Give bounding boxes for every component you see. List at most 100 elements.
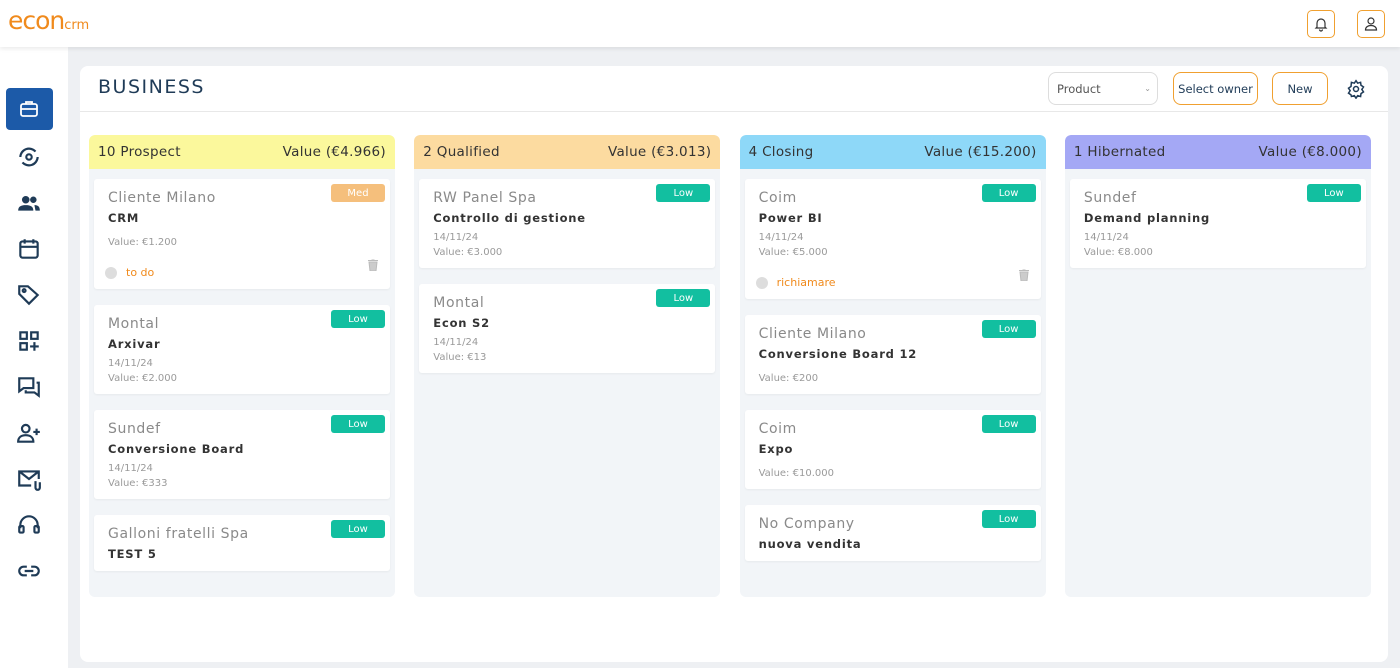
- deal-name: Demand planning: [1083, 211, 1211, 225]
- deal-name: nuova vendita: [758, 537, 862, 551]
- user-menu[interactable]: [1357, 10, 1385, 38]
- priority-badge: Low: [981, 184, 1036, 202]
- business-panel: BUSINESS Product ⌄ Select owner New 10 Pr…: [80, 66, 1388, 662]
- task-status[interactable]: [105, 266, 117, 279]
- column-value: Value (€3.013): [607, 144, 712, 160]
- deal-value: Value: €10.000: [758, 468, 834, 479]
- deal-card[interactable]: Cliente Milano Conversione Board 12 Value:…: [744, 315, 1041, 394]
- column-header: 1 Hibernated Value (€8.000): [1064, 135, 1371, 169]
- column-label: 2 Qualified: [423, 144, 500, 160]
- logo-main: econ: [8, 6, 65, 35]
- pipeline-column: 10 Prospect Value (€4.966) Cliente Milano C…: [89, 135, 395, 597]
- deal-name: Power BI: [758, 211, 823, 225]
- notifications[interactable]: [1307, 10, 1335, 38]
- column-header: 10 Prospect Value (€4.966): [89, 135, 395, 169]
- deal-name: CRM: [108, 211, 140, 225]
- deal-card[interactable]: Montal Arxivar 14/11/24 Value: €2.000 Low: [94, 305, 390, 394]
- deal-value: Value: €2.000: [108, 373, 177, 384]
- nav-sync[interactable]: [16, 144, 42, 170]
- priority-badge: Low: [331, 520, 385, 538]
- task[interactable]: richiamare: [755, 276, 1027, 289]
- nav-support[interactable]: [16, 512, 42, 538]
- nav-links[interactable]: [16, 558, 42, 584]
- nav-business[interactable]: [6, 88, 53, 130]
- company: No Company: [758, 516, 855, 532]
- deal-value: Value: €5.000: [758, 247, 828, 258]
- deal-name: Arxivar: [108, 337, 161, 351]
- column-value: Value (€15.200): [924, 144, 1037, 160]
- column-value: Value (€4.966): [282, 144, 386, 160]
- deal-name: Conversione Board 12: [758, 347, 918, 361]
- priority-badge: Low: [1306, 184, 1361, 202]
- deal-card[interactable]: RW Panel Spa Controllo di gestione 14/11/2…: [419, 179, 716, 268]
- select-owner-button[interactable]: Select owner: [1173, 72, 1258, 105]
- company: Sundef: [108, 421, 161, 437]
- company: Coim: [758, 421, 797, 437]
- deal-date: 14/11/24: [433, 337, 479, 348]
- sidebar: [0, 47, 68, 668]
- card-list: Cliente Milano CRM Value: €1.200 Med to do Mo…: [89, 169, 395, 581]
- column-label: 1 Hibernated: [1073, 144, 1166, 160]
- task[interactable]: to do: [105, 266, 376, 279]
- company: Galloni fratelli Spa: [108, 526, 249, 542]
- deal-card[interactable]: No Company nuova vendita Low: [744, 505, 1041, 561]
- nav-tags[interactable]: [16, 282, 42, 308]
- deal-date: 14/11/24: [433, 232, 479, 243]
- delete-task[interactable]: [1018, 269, 1029, 281]
- company: Cliente Milano: [108, 190, 216, 206]
- logo[interactable]: econcrm: [8, 6, 89, 35]
- company: Montal: [433, 295, 485, 311]
- nav-chat[interactable]: [16, 374, 42, 400]
- deal-card[interactable]: Galloni fratelli Spa TEST 5 Low: [94, 515, 390, 571]
- deal-value: Value: €3.000: [433, 247, 503, 258]
- deal-card[interactable]: Montal Econ S2 14/11/24 Value: €13 Low: [419, 284, 716, 373]
- priority-badge: Low: [981, 415, 1036, 433]
- divider: [80, 111, 1388, 112]
- settings[interactable]: [1346, 79, 1366, 99]
- nav-calendar[interactable]: [16, 236, 42, 262]
- priority-badge: Low: [656, 289, 711, 307]
- nav-mail[interactable]: [16, 466, 42, 492]
- pipeline-column: 4 Closing Value (€15.200) Coim Power BI 14/1…: [739, 135, 1046, 597]
- deal-name: Expo: [758, 442, 794, 456]
- nav-apps[interactable]: [16, 328, 42, 354]
- deal-date: 14/11/24: [1083, 232, 1129, 243]
- product-filter[interactable]: Product ⌄: [1048, 72, 1158, 105]
- deal-name: TEST 5: [108, 547, 157, 561]
- filter-label: Product: [1057, 81, 1101, 96]
- deal-value: Value: €1.200: [108, 237, 177, 248]
- pipeline-column: 2 Qualified Value (€3.013) RW Panel Spa Con…: [414, 135, 721, 597]
- company: Coim: [758, 190, 797, 206]
- deal-name: Conversione Board: [108, 442, 245, 456]
- column-label: 4 Closing: [748, 144, 814, 160]
- company: Sundef: [1083, 190, 1137, 206]
- company: Cliente Milano: [758, 326, 867, 342]
- deal-date: 14/11/24: [758, 232, 804, 243]
- deal-date: 14/11/24: [108, 463, 153, 474]
- priority-badge: Low: [331, 310, 385, 328]
- deal-value: Value: €13: [433, 352, 487, 363]
- column-header: 2 Qualified Value (€3.013): [414, 135, 721, 169]
- deal-card[interactable]: Sundef Demand planning 14/11/24 Value: €8.0…: [1069, 179, 1366, 268]
- nav-add-user[interactable]: [16, 420, 42, 446]
- deal-card[interactable]: Sundef Conversione Board 14/11/24 Value: €3…: [94, 410, 390, 499]
- deal-card[interactable]: Coim Expo Value: €10.000 Low: [744, 410, 1041, 489]
- task-status[interactable]: [755, 276, 768, 289]
- nav-contacts[interactable]: [16, 190, 42, 216]
- deal-value: Value: €200: [758, 373, 819, 384]
- deal-card[interactable]: Cliente Milano CRM Value: €1.200 Med to do: [94, 179, 390, 289]
- delete-task[interactable]: [368, 259, 378, 271]
- deal-date: 14/11/24: [108, 358, 153, 369]
- logo-sub: crm: [64, 18, 90, 33]
- priority-badge: Low: [981, 510, 1036, 528]
- card-list: Coim Power BI 14/11/24 Value: €5.000 Low rich…: [740, 169, 1046, 571]
- priority-badge: Low: [331, 415, 385, 433]
- deal-card[interactable]: Coim Power BI 14/11/24 Value: €5.000 Low rich…: [744, 179, 1041, 299]
- company: RW Panel Spa: [433, 190, 537, 206]
- column-value: Value (€8.000): [1258, 144, 1362, 160]
- column-label: 10 Prospect: [98, 144, 181, 160]
- task-label: richiamare: [776, 276, 836, 289]
- new-button[interactable]: New: [1272, 72, 1328, 105]
- priority-badge: Low: [981, 320, 1036, 338]
- deal-value: Value: €8.000: [1083, 247, 1153, 258]
